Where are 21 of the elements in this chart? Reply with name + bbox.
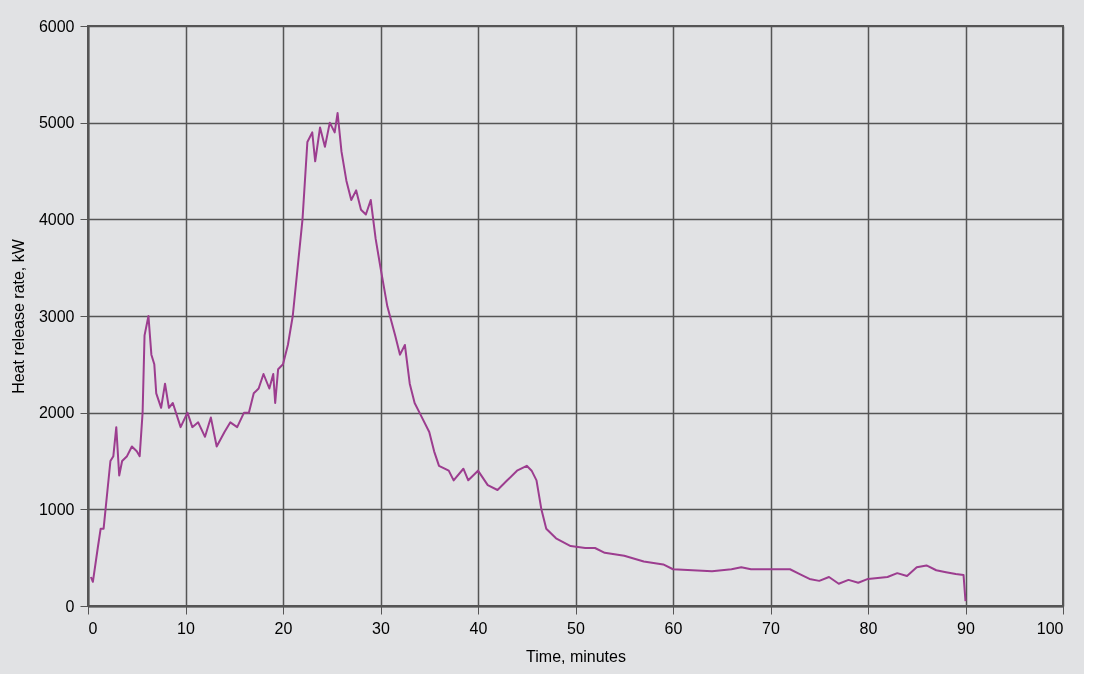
x-tick-label: 20 xyxy=(274,619,293,637)
x-tick-label: 90 xyxy=(957,619,975,637)
y-tick-label: 0 xyxy=(65,597,75,615)
x-tick-label: 40 xyxy=(469,619,488,637)
x-tick-label: 0 xyxy=(88,619,98,637)
x-tick-label: 70 xyxy=(762,619,780,637)
y-tick-label: 2000 xyxy=(38,404,75,422)
x-tick-label: 80 xyxy=(859,619,878,637)
line-series xyxy=(89,112,967,603)
y-tick-label: 3000 xyxy=(38,307,75,325)
x-tick-label: 100 xyxy=(1036,619,1064,637)
x-tick-label: 30 xyxy=(372,619,390,637)
x-tick-label: 10 xyxy=(177,619,195,637)
x-tick-label: 50 xyxy=(567,619,585,637)
y-tick-label: 6000 xyxy=(38,17,75,35)
x-axis-title: Time, minutes xyxy=(526,647,626,665)
y-axis-title: Heat release rate, kW xyxy=(9,238,27,394)
y-tick-label: 4000 xyxy=(38,210,75,228)
y-tick-label: 1000 xyxy=(38,500,75,518)
y-tick-label: 5000 xyxy=(38,114,75,132)
x-tick-label: 60 xyxy=(664,619,683,637)
